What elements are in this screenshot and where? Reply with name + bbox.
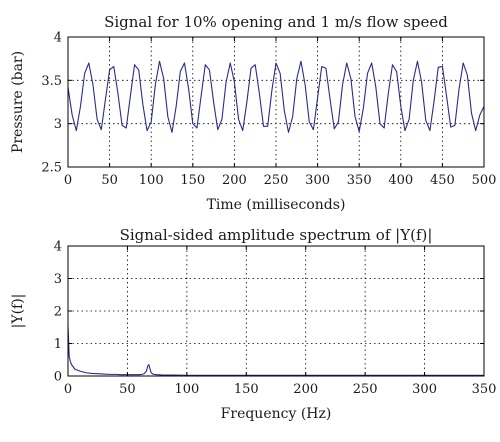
x-tick-label: 250 <box>353 382 378 397</box>
y-tick-label: 2.5 <box>41 161 62 176</box>
x-tick-label: 50 <box>101 173 118 188</box>
series-line <box>67 60 485 133</box>
x-tick-label: 350 <box>347 173 372 188</box>
x-tick-label: 150 <box>180 173 205 188</box>
x-tick-label: 100 <box>174 382 199 397</box>
x-tick-label: 0 <box>64 173 72 188</box>
x-tick-label: 250 <box>264 173 289 188</box>
x-tick-label: 350 <box>472 382 497 397</box>
x-tick-label: 50 <box>119 382 136 397</box>
x-tick-label: 150 <box>234 382 259 397</box>
y-tick-label: 3.5 <box>41 74 62 89</box>
y-tick-label: 3 <box>54 117 62 132</box>
x-tick-label: 200 <box>222 173 247 188</box>
series-line <box>67 325 484 376</box>
y-axis-label: |Y(f)| <box>10 294 26 329</box>
x-tick-label: 500 <box>472 173 497 188</box>
x-tick-label: 300 <box>412 382 437 397</box>
x-axis-label: Time (milliseconds) <box>207 197 346 213</box>
y-tick-label: 4 <box>54 240 62 255</box>
x-tick-label: 100 <box>139 173 164 188</box>
y-tick-label: 0 <box>54 370 62 385</box>
y-tick-label: 3 <box>54 272 62 287</box>
chart-amplitude-spectrum: 0 50 100 150 200 250 300 350 0 1 2 3 4 Signal-sided a… <box>10 226 496 422</box>
x-tick-label: 0 <box>64 382 72 397</box>
x-tick-label: 200 <box>293 382 318 397</box>
chart-pressure-signal: 0 50 100 150 200 250 300 350 400 450 500 2.5 3 3.5 4 Si… <box>10 13 496 213</box>
y-tick-label: 1 <box>54 337 62 352</box>
x-tick-label: 300 <box>305 173 330 188</box>
chart-title: Signal-sided amplitude spectrum of |Y(f)… <box>120 226 433 244</box>
x-tick-label: 450 <box>430 173 455 188</box>
x-tick-label: 400 <box>388 173 413 188</box>
chart-title: Signal for 10% opening and 1 m/s flow sp… <box>104 13 448 31</box>
y-tick-label: 2 <box>54 305 62 320</box>
y-tick-label: 4 <box>54 31 62 46</box>
x-axis-label: Frequency (Hz) <box>221 406 332 422</box>
y-axis-label: Pressure (bar) <box>10 51 26 153</box>
